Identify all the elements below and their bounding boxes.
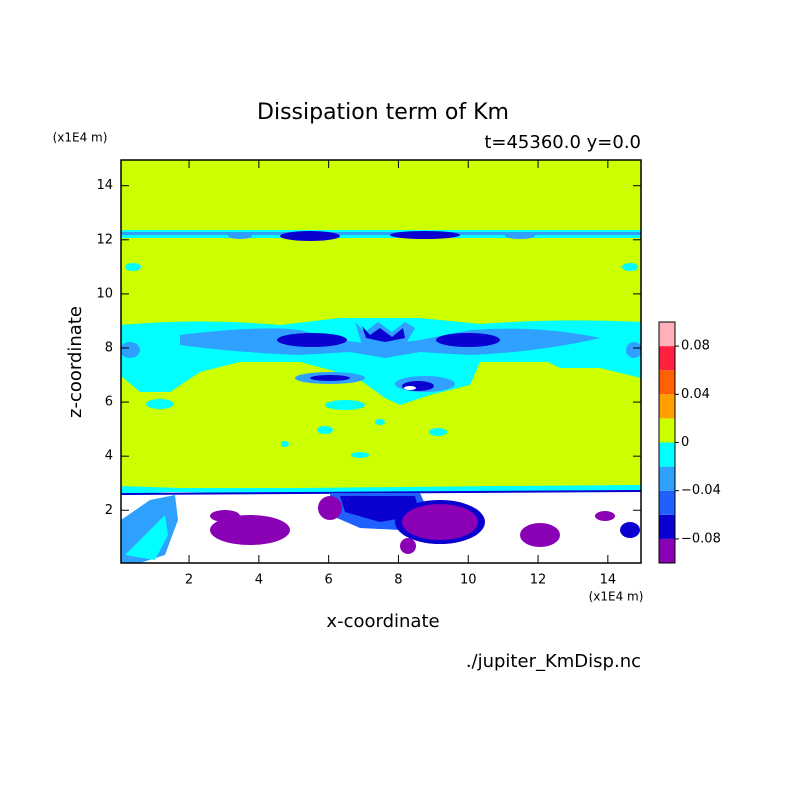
- colorbar-band: [659, 370, 675, 395]
- x-tick-label: 10: [460, 573, 477, 588]
- plot-frame: [120, 159, 642, 564]
- colorbar-band: [659, 442, 675, 467]
- colorbar-tick-label: −0.04: [681, 483, 721, 498]
- colorbar-band: [659, 466, 675, 491]
- colorbar-band: [659, 418, 675, 443]
- contour-field: [121, 160, 641, 563]
- y-tick-label: 4: [105, 449, 113, 464]
- colorbar-band: [659, 346, 675, 371]
- x-unit: (x1E4 m): [589, 590, 644, 604]
- x-axis-label: x-coordinate: [326, 611, 439, 632]
- colorbar-band: [659, 322, 675, 347]
- y-tick-label: 6: [105, 395, 113, 410]
- x-tick-label: 2: [185, 573, 193, 588]
- y-tick-label: 10: [96, 286, 113, 301]
- y-axis-label: z-coordinate: [65, 306, 86, 418]
- x-tick-label: 8: [394, 573, 402, 588]
- x-tick-label: 14: [600, 573, 617, 588]
- x-tick-label: 4: [255, 573, 263, 588]
- colorbar-tick-label: 0: [681, 435, 689, 450]
- colorbar-band: [659, 490, 675, 515]
- source-label: ./jupiter_KmDisp.nc: [466, 651, 641, 672]
- colorbar-outline: [658, 321, 676, 564]
- colorbar-tick-label: 0.04: [681, 387, 710, 402]
- x-tick-label: 12: [530, 573, 547, 588]
- y-tick-label: 14: [96, 178, 113, 193]
- x-tick-label: 6: [325, 573, 333, 588]
- y-tick-label: 12: [96, 232, 113, 247]
- colorbar-tick-label: 0.08: [681, 339, 710, 354]
- chart-subtitle: t=45360.0 y=0.0: [484, 132, 641, 153]
- y-unit: (x1E4 m): [53, 131, 108, 145]
- colorbar-band: [659, 394, 675, 419]
- colorbar-tick-label: −0.08: [681, 531, 721, 546]
- y-tick-label: 8: [105, 340, 113, 355]
- colorbar-band: [659, 514, 675, 539]
- colorbar-band: [659, 538, 675, 563]
- y-tick-label: 2: [105, 503, 113, 518]
- chart-title: Dissipation term of Km: [257, 100, 509, 125]
